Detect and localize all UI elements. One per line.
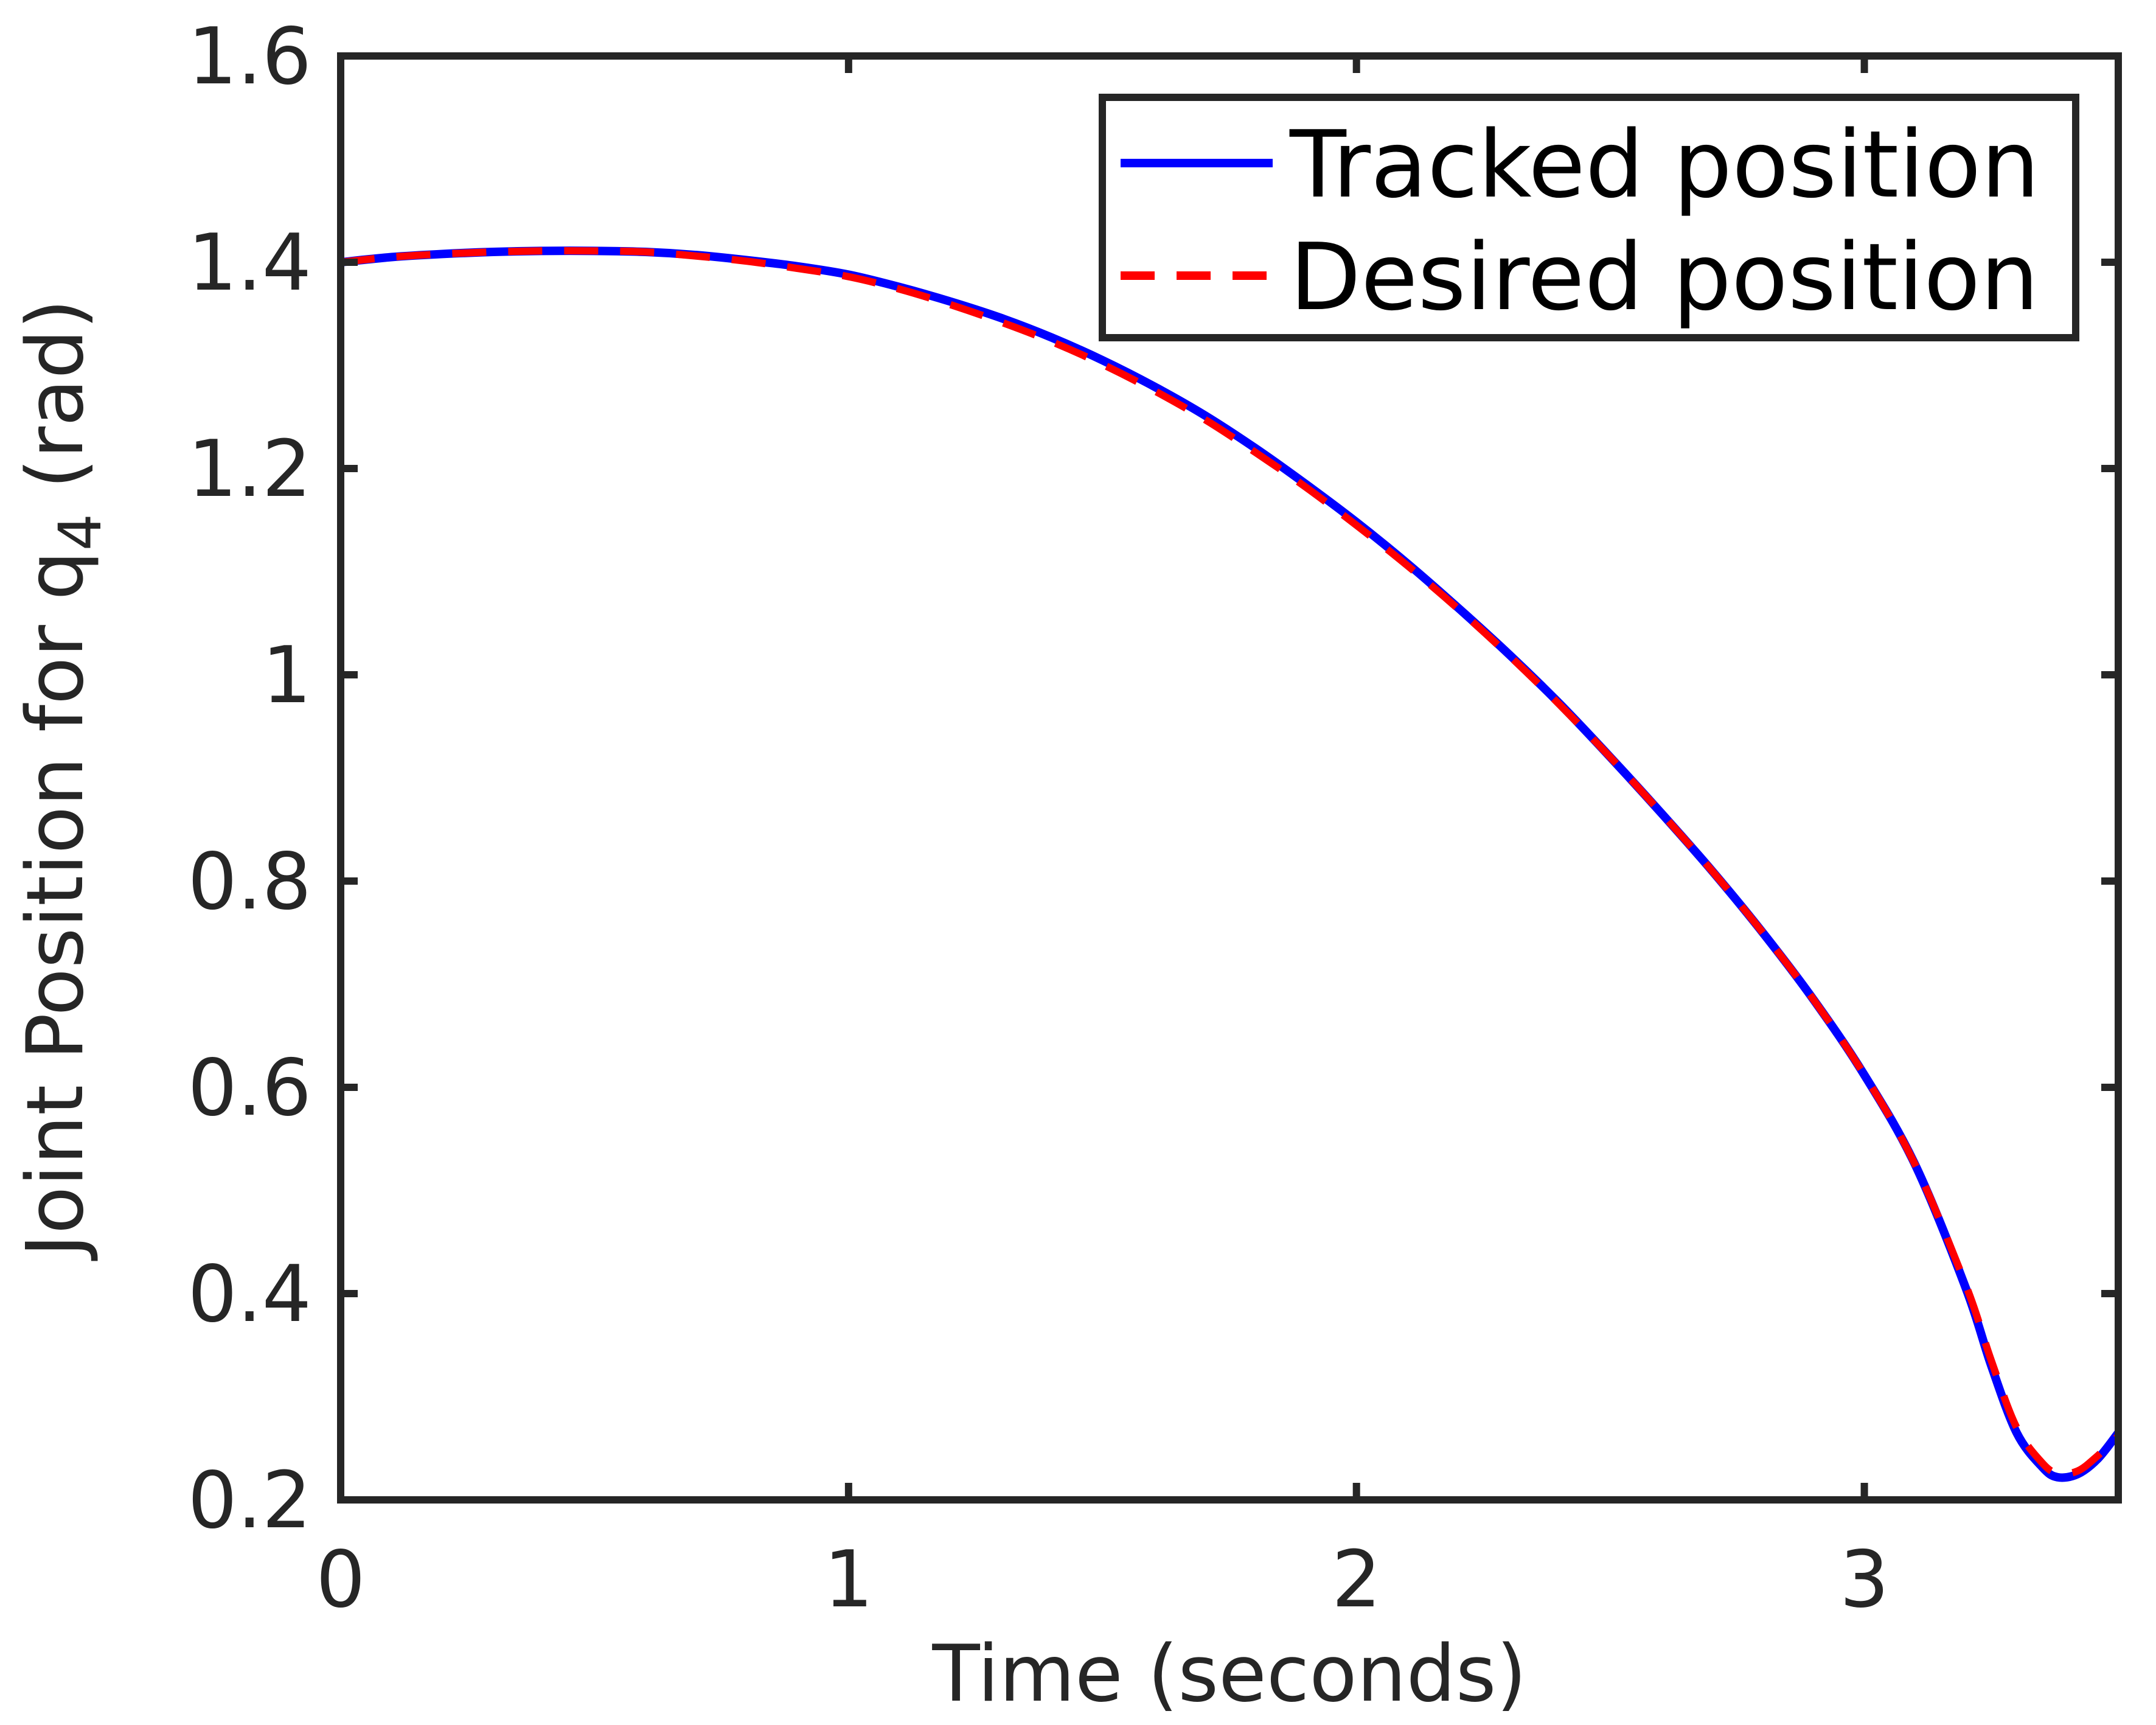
axes-frame bbox=[337, 52, 2122, 1504]
plot-area bbox=[340, 246, 2122, 1482]
legend-label-desired-position: Desired position bbox=[1290, 223, 2039, 331]
y-tick-label: 1.4 bbox=[187, 218, 311, 308]
series-line-desired-position bbox=[340, 247, 2121, 1478]
y-tick-label: 0.4 bbox=[187, 1249, 311, 1340]
legend-box bbox=[1099, 94, 2079, 341]
y-tick-label: 1 bbox=[262, 630, 311, 721]
x-tick-label: 2 bbox=[1332, 1535, 1381, 1625]
x-tick-labels: 0 1 2 3 bbox=[316, 1535, 1889, 1625]
y-tick-label: 1.6 bbox=[187, 12, 311, 102]
y-axis-label-unit: (rad) bbox=[10, 299, 101, 514]
y-tick-label: 0.2 bbox=[187, 1455, 311, 1546]
y-tick-label: 0.6 bbox=[187, 1043, 311, 1134]
x-tick-label: 0 bbox=[316, 1535, 365, 1625]
legend-label-tracked-position: Tracked position bbox=[1289, 111, 2040, 218]
y-axis-label: Joint Position for q4 (rad) bbox=[10, 299, 114, 1261]
x-tick-label: 3 bbox=[1840, 1535, 1889, 1625]
y-tick-label: 0.8 bbox=[187, 837, 311, 927]
y-axis-label-subscript: 4 bbox=[46, 514, 114, 551]
x-tick-label: 1 bbox=[824, 1535, 873, 1625]
y-tick-label: 1.2 bbox=[187, 424, 311, 515]
y-tick-labels: 0.2 0.4 0.6 0.8 1 1.2 1.4 1.6 bbox=[187, 12, 311, 1546]
y-axis-label-main: Joint Position for q bbox=[10, 551, 101, 1261]
legend: Tracked position Desired position bbox=[1099, 94, 2079, 341]
x-axis-label: Time (seconds) bbox=[932, 1629, 1527, 1720]
